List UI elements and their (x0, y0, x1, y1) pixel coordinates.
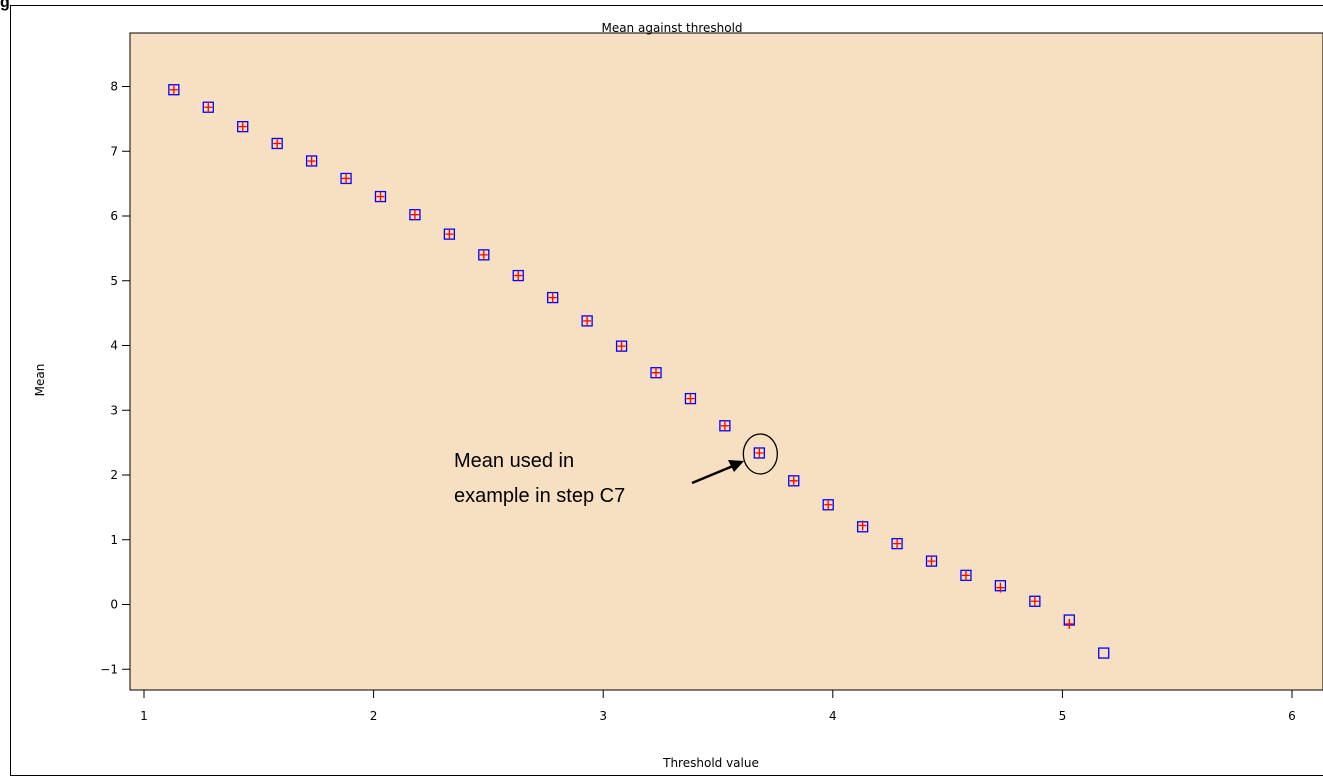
y-tick-label: 0 (110, 598, 118, 612)
plus-point (342, 173, 351, 184)
x-tick-label: 1 (140, 709, 148, 723)
x-axis-label: Threshold value (662, 756, 759, 770)
y-tick-label: −1 (100, 662, 118, 676)
plus-point (479, 249, 488, 260)
chart-title: Mean against threshold (601, 21, 742, 35)
annotation: Mean used in example in step C7 (454, 433, 778, 507)
plus-point (307, 155, 316, 166)
annotation-text-line-1: Mean used in (454, 450, 574, 472)
y-tick-label: 2 (110, 468, 118, 482)
plus-point (445, 229, 454, 240)
figure-panel-label: g (0, 0, 10, 11)
plus-point (824, 499, 833, 510)
plus-point (273, 138, 282, 149)
plus-point (410, 209, 419, 220)
square-point (1098, 647, 1110, 659)
y-tick-label: 4 (110, 339, 118, 353)
y-tick-label: 8 (110, 80, 118, 94)
plus-point (169, 84, 178, 95)
plus-point (583, 315, 592, 326)
y-axis: −1 0 1 2 3 4 5 6 7 8 (100, 80, 130, 676)
plus-point (204, 102, 213, 113)
figure-frame (10, 5, 1323, 776)
arrow-head (728, 460, 744, 472)
data-points (168, 84, 1110, 659)
x-tick-label: 3 (599, 709, 607, 723)
plus-point (514, 270, 523, 281)
plus-point (720, 420, 729, 431)
plus-point (893, 538, 902, 549)
y-tick-label: 3 (110, 403, 118, 417)
x-axis: 1 2 3 4 5 6 (140, 690, 1296, 723)
plus-point (1030, 596, 1039, 607)
plus-point (996, 582, 1005, 593)
plus-point (858, 520, 867, 531)
plus-point (686, 393, 695, 404)
plus-point (755, 447, 764, 458)
plus-point (548, 292, 557, 303)
x-tick-label: 5 (1059, 709, 1067, 723)
y-tick-label: 5 (110, 274, 118, 288)
y-tick-label: 7 (110, 144, 118, 158)
x-tick-label: 4 (829, 709, 837, 723)
x-tick-label: 6 (1288, 709, 1296, 723)
plus-point (1065, 618, 1074, 629)
y-tick-label: 1 (110, 533, 118, 547)
plus-point (652, 367, 661, 378)
plus-point (789, 475, 798, 486)
plus-point (617, 341, 626, 352)
annotation-arrow (691, 464, 734, 485)
plot-area (129, 32, 1323, 691)
plus-point (238, 121, 247, 132)
plus-point (376, 191, 385, 202)
plus-point (927, 556, 936, 567)
plus-point (961, 570, 970, 581)
x-tick-label: 2 (370, 709, 378, 723)
highlight-circle (742, 433, 778, 475)
y-axis-label: Mean (33, 364, 47, 397)
annotation-text-line-2: example in step C7 (454, 485, 625, 507)
y-tick-label: 6 (110, 209, 118, 223)
